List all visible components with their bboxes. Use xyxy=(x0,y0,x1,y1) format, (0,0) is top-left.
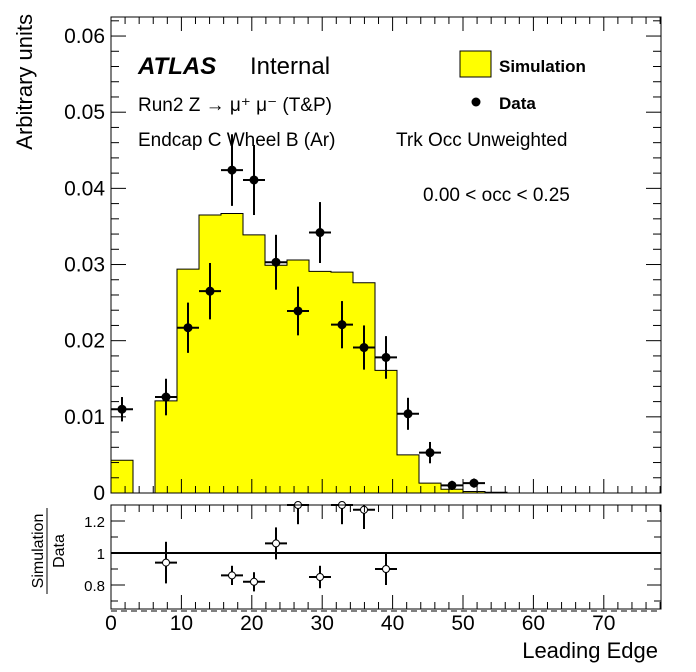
data-point-6 xyxy=(271,257,281,267)
y-tick-label: 0.02 xyxy=(64,330,105,353)
data-point-10 xyxy=(359,343,369,353)
simulation-bar-2 xyxy=(155,400,177,493)
x-tick-label: 40 xyxy=(381,612,404,635)
data-point-1 xyxy=(161,392,171,402)
simulation-bar-10 xyxy=(331,272,353,493)
simulation-bar-15 xyxy=(441,489,463,493)
x-tick-label: 20 xyxy=(240,612,263,635)
simulation-bar-16 xyxy=(463,491,485,493)
main-frame xyxy=(110,16,662,494)
cut-label: 0.00 < occ < 0.25 xyxy=(423,185,570,206)
ratio-frame xyxy=(110,504,662,610)
ratio-point-3 xyxy=(272,539,280,548)
x-tick-label: 50 xyxy=(451,612,474,635)
data-point-8 xyxy=(315,228,325,238)
ratio-title-denominator: Data xyxy=(51,534,68,568)
process-label: Run2 Z → μ⁺ μ⁻ (T&P) xyxy=(138,95,332,116)
y-tick-label: 0.05 xyxy=(64,101,105,124)
simulation-bar-8 xyxy=(287,259,309,493)
ratio-point-0 xyxy=(162,558,170,567)
simulation-bar-0 xyxy=(111,460,133,493)
ratio-point-5 xyxy=(316,573,324,581)
x-tick-label: 0 xyxy=(105,612,117,635)
data-points xyxy=(111,134,485,490)
data-point-2 xyxy=(183,323,193,333)
legend-simulation-label: Simulation xyxy=(499,57,586,76)
simulation-outline xyxy=(110,212,508,494)
simulation-bar-5 xyxy=(221,213,243,493)
legend-data-marker xyxy=(471,97,481,107)
y-tick-label: 0 xyxy=(93,482,105,505)
simulation-bar-3 xyxy=(177,269,199,493)
weighting-label: Trk Occ Unweighted xyxy=(396,130,567,151)
ratio-y-tick-label: 1.2 xyxy=(84,514,105,531)
region-label: Endcap C Wheel B (Ar) xyxy=(138,130,335,151)
x-tick-label: 30 xyxy=(311,612,334,635)
data-point-12 xyxy=(403,409,413,419)
legend-data-label: Data xyxy=(499,94,536,113)
x-tick-label: 60 xyxy=(522,612,545,635)
simulation-bar-14 xyxy=(419,483,441,493)
data-point-9 xyxy=(337,320,347,330)
legend-simulation-swatch xyxy=(459,50,492,78)
simulation-bar-11 xyxy=(353,282,375,493)
simulation-bar-13 xyxy=(397,454,419,493)
ratio-point-2 xyxy=(250,577,258,586)
internal-label: Internal xyxy=(250,53,330,80)
ratio-axes: 0.8 1 1.2 0 10 20 30 40 50 60 70 xyxy=(84,504,662,635)
ratio-point-1 xyxy=(228,571,236,580)
simulation-bar-7 xyxy=(265,265,287,493)
legend: Simulation Data xyxy=(459,50,586,113)
y-tick-label: 0.04 xyxy=(64,177,105,200)
ratio-point-8 xyxy=(382,565,390,573)
data-point-5 xyxy=(249,175,259,185)
simulation-histogram xyxy=(110,212,508,494)
main-panel: 0 0.01 0.02 0.03 0.04 0.05 0.06 Arbitrary unit… xyxy=(12,14,662,505)
simulation-bar-12 xyxy=(375,370,397,493)
ratio-y-tick-label: 0.8 xyxy=(84,578,105,595)
data-point-0 xyxy=(117,404,127,414)
x-tick-label: 10 xyxy=(170,612,193,635)
data-point-7 xyxy=(293,306,303,316)
data-point-13 xyxy=(425,448,435,458)
data-point-3 xyxy=(205,286,215,296)
simulation-bar-6 xyxy=(243,234,265,493)
x-axis-title: Leading Edge xyxy=(522,638,658,663)
y-tick-label: 0.01 xyxy=(64,406,105,429)
atlas-label: ATLAS xyxy=(137,53,216,80)
data-point-11 xyxy=(381,352,391,362)
y-tick-label: 0.03 xyxy=(64,254,105,277)
simulation-bar-4 xyxy=(199,215,221,494)
ratio-title-numerator: Simulation xyxy=(30,514,47,589)
y-tick-label: 0.06 xyxy=(64,25,105,48)
y-axis-title: Arbitrary units xyxy=(12,14,37,150)
simulation-bar-9 xyxy=(309,271,331,493)
ratio-points xyxy=(155,501,397,592)
x-tick-label: 70 xyxy=(592,612,615,635)
data-point-4 xyxy=(227,165,237,175)
data-point-15 xyxy=(469,478,479,488)
main-axes: 0 0.01 0.02 0.03 0.04 0.05 0.06 xyxy=(64,16,662,505)
data-point-14 xyxy=(447,480,457,490)
ratio-y-tick-label: 1 xyxy=(97,546,105,563)
ratio-panel: 0.8 1 1.2 0 10 20 30 40 50 60 70 Simulation Data L… xyxy=(30,501,662,663)
